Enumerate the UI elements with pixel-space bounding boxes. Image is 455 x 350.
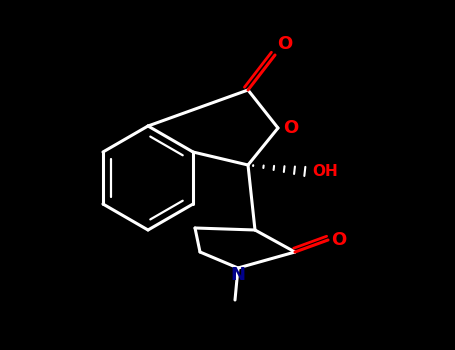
Text: O: O bbox=[277, 35, 292, 53]
Text: OH: OH bbox=[312, 164, 338, 180]
Text: N: N bbox=[231, 266, 246, 284]
Text: O: O bbox=[331, 231, 346, 249]
Text: O: O bbox=[283, 119, 298, 137]
